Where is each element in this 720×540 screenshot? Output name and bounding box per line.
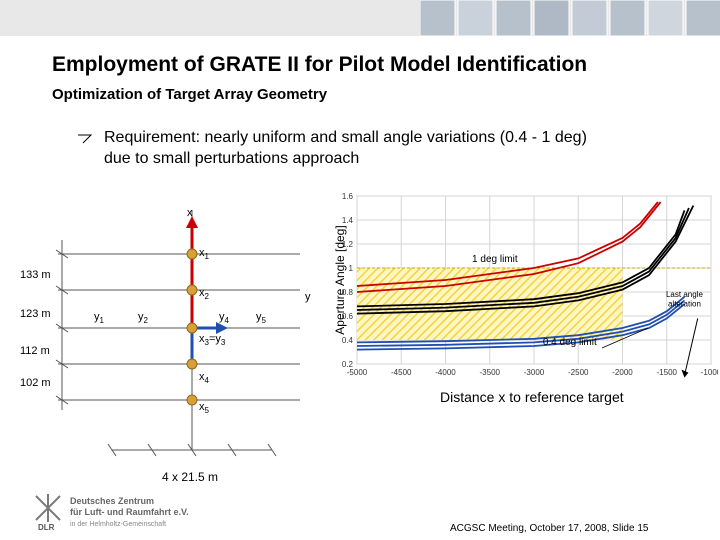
series-line-black	[356, 210, 686, 308]
y-tick-label: 1	[349, 264, 354, 273]
series-line-blue	[356, 299, 686, 347]
target-marker	[186, 394, 198, 406]
annotation-arrow-line	[683, 318, 699, 376]
x-tick-label: -2000	[612, 368, 633, 377]
slide-title: Employment of GRATE II for Pilot Model I…	[52, 53, 588, 76]
requirement-line-2: due to small perturbations approach	[104, 150, 360, 167]
annotation-arrowhead-icon	[681, 369, 689, 378]
bullet-arrow-icon	[76, 132, 94, 148]
x-arrow-icon	[186, 216, 198, 228]
dlr-line1: Deutsches Zentrum	[70, 496, 154, 506]
x-tick-label: -3500	[480, 368, 501, 377]
series-line-red	[356, 201, 659, 287]
y-tick-label: 0.6	[342, 312, 354, 321]
annotation-1deg-limit: 1 deg limit	[472, 254, 518, 265]
spacing-label: 4 x 21.5 m	[162, 470, 218, 484]
x-tick-label: -4500	[391, 368, 412, 377]
y-tick-label: 1.6	[342, 192, 354, 201]
label-y5: y5	[256, 311, 267, 325]
feasible-band	[357, 268, 623, 340]
distance-label-112: 112 m	[20, 345, 50, 357]
x-tick-label: -3000	[524, 368, 545, 377]
distance-label-123: 123 m	[20, 308, 51, 320]
label-y2: y2	[138, 311, 149, 325]
requirement-line-1: Requirement: nearly uniform and small an…	[104, 129, 587, 146]
x-tick-label: -1500	[657, 368, 678, 377]
series-line-black	[356, 205, 695, 315]
chart-y-axis-label: Aperture Angle [deg]	[333, 225, 347, 334]
dlr-logo-name: DLR	[38, 523, 55, 532]
series-line-red	[356, 201, 662, 293]
label-x5: x5	[199, 401, 210, 415]
series-line-black	[356, 207, 690, 311]
target-array-diagram: x y x1 x2 x3=y3 x4 x5 y1 y2 y4 y5 133 m …	[20, 207, 311, 484]
tick-labels: -5000 -4500 -4000 -3500 -3000 -2500 -2000 -1500…	[342, 192, 718, 377]
dlr-line2: für Luft- und Raumfahrt e.V.	[70, 507, 189, 517]
series-line-blue	[356, 296, 686, 344]
chart-x-axis-label: Distance x to reference target	[440, 389, 624, 405]
target-marker	[186, 358, 198, 370]
dlr-logo: DLR Deutsches Zentrum für Luft- und Raum…	[35, 494, 189, 532]
x-tick-label: -2500	[568, 368, 589, 377]
y-tick-label: 1.4	[342, 216, 354, 225]
label-x3-y3: x3=y3	[199, 333, 226, 347]
label-y4: y4	[219, 311, 230, 325]
target-marker	[186, 248, 198, 260]
label-x1: x1	[199, 247, 210, 261]
y-tick-label: 0.2	[342, 360, 354, 369]
label-y1: y1	[94, 311, 105, 325]
target-marker	[186, 322, 198, 334]
axis-y-label: y	[305, 291, 311, 303]
annotation-0.4deg-limit: 0.4 deg limit	[543, 337, 597, 348]
y-tick-label: 0.4	[342, 336, 354, 345]
series-lines	[356, 201, 695, 351]
aperture-angle-chart: -5000 -4500 -4000 -3500 -3000 -2500 -2000 -1500…	[333, 192, 718, 378]
slide-subtitle: Optimization of Target Array Geometry	[52, 86, 328, 103]
label-x2: x2	[199, 287, 210, 301]
annotation-alteration: alteration	[668, 299, 701, 308]
distance-label-133: 133 m	[20, 269, 51, 281]
x-tick-label: -4000	[435, 368, 456, 377]
distance-label-102: 102 m	[20, 377, 51, 389]
x-tick-label: -5000	[347, 368, 368, 377]
dlr-line3: in der Helmholtz-Gemeinschaft	[70, 521, 166, 528]
footer-text: ACGSC Meeting, October 17, 2008, Slide 1…	[450, 523, 649, 534]
axis-x-label: x	[187, 207, 193, 219]
target-marker	[186, 284, 198, 296]
dlr-logo-icon	[35, 494, 61, 522]
y-arrow-icon	[216, 322, 228, 334]
header-band	[0, 0, 720, 36]
annotation-last-angle: Last angle	[666, 290, 703, 299]
series-line-blue	[356, 303, 686, 351]
y-tick-label: 1.2	[342, 240, 354, 249]
y-tick-label: 0.8	[342, 288, 354, 297]
label-x4: x4	[199, 371, 210, 385]
header-image-tiles	[420, 0, 720, 36]
annotation-leader-line	[601, 327, 649, 349]
